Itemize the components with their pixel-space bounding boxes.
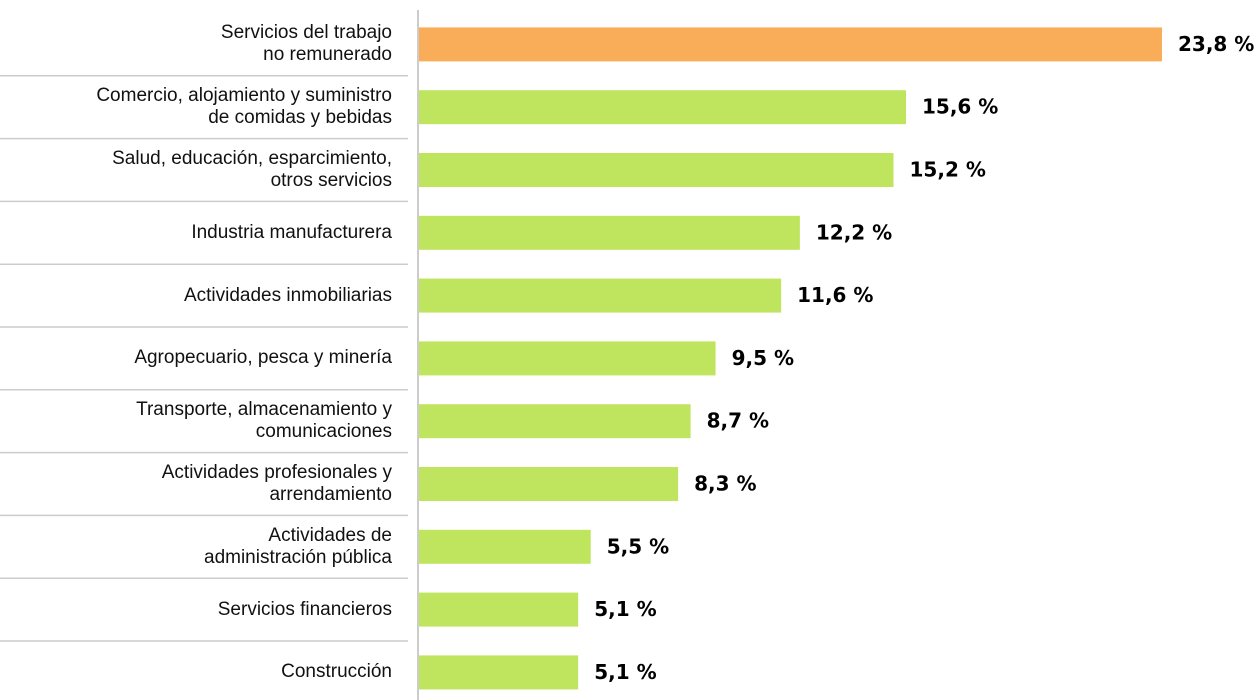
value-label: 8,7 % bbox=[707, 409, 769, 433]
value-label: 15,2 % bbox=[910, 158, 986, 182]
category-label: Transporte, almacenamiento y comunicacio… bbox=[136, 399, 392, 443]
value-label: 5,5 % bbox=[607, 534, 669, 558]
category-label: Construcción bbox=[281, 661, 392, 683]
value-label: 15,6 % bbox=[922, 95, 998, 119]
category-label: Actividades inmobiliarias bbox=[183, 284, 392, 306]
category-label: Salud, educación, esparcimiento, otros s… bbox=[112, 148, 392, 191]
category-label: Servicios financieros bbox=[217, 598, 392, 620]
category-label: Industria manufacturera bbox=[191, 221, 392, 243]
bar bbox=[419, 278, 782, 313]
value-label: 5,1 % bbox=[594, 597, 656, 621]
bar bbox=[419, 27, 1162, 62]
category-label: Comercio, alojamiento y suministro de co… bbox=[96, 85, 392, 129]
bar bbox=[419, 215, 800, 250]
value-label: 8,3 % bbox=[694, 472, 756, 496]
value-label: 9,5 % bbox=[732, 346, 794, 370]
bar bbox=[419, 529, 591, 564]
category-label: Servicios del trabajo no remunerado bbox=[220, 22, 392, 66]
bar bbox=[419, 467, 679, 501]
value-label: 5,1 % bbox=[594, 660, 656, 684]
category-label: Actividades profesionales y arrendamient… bbox=[161, 462, 392, 505]
category-label: Actividades de administración pública bbox=[204, 524, 392, 568]
value-label: 12,2 % bbox=[816, 220, 892, 244]
bar bbox=[419, 90, 907, 125]
category-label: Agropecuario, pesca y minería bbox=[134, 347, 392, 369]
bar bbox=[419, 655, 579, 690]
bar bbox=[419, 592, 579, 627]
bar bbox=[419, 404, 691, 439]
value-label: 23,8 % bbox=[1178, 32, 1254, 56]
value-label: 11,6 % bbox=[797, 283, 873, 307]
bar bbox=[419, 341, 716, 376]
bar bbox=[419, 153, 894, 187]
